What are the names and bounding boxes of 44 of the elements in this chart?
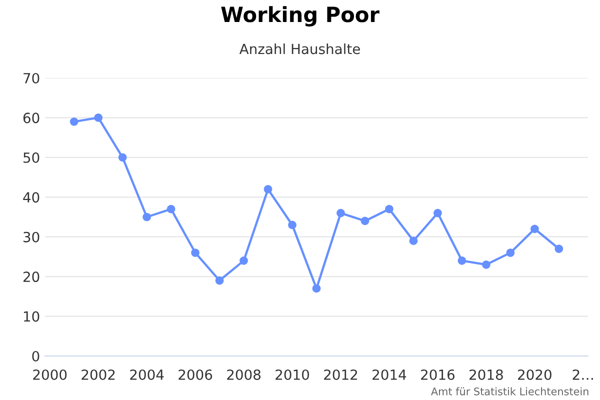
point [215,276,224,285]
x-tick-label: 2008 [227,369,260,380]
y-tick-label: 60 [23,112,40,124]
y-tick-label: 70 [24,72,40,84]
y-tick-label: 50 [24,152,40,163]
x-tick-label: 2002 [82,369,115,380]
point [70,118,78,126]
point [554,244,564,253]
point [482,260,490,269]
x-tick-label: 2004 [130,369,164,380]
text: Amt für Statistik Liechtenstein [431,387,588,396]
y-tick-label: 40 [23,192,40,203]
x-tick-label: 2010 [276,369,310,380]
y-tick-label: 0 [32,350,40,362]
point [94,114,102,122]
point [288,220,296,230]
chart-subtitle: Anzahl Haushalte [239,43,360,54]
x-tick-label: 2014 [372,369,406,380]
point [191,248,200,257]
point [385,204,394,214]
point [240,256,248,265]
point [458,256,466,265]
point [506,248,515,257]
x-tick-label: 2016 [421,369,455,380]
point [360,216,370,226]
x-tick-label: 2012 [324,369,358,380]
x-tick-label: 2… [572,369,593,380]
point [118,153,127,162]
point [142,212,151,222]
point [312,284,321,293]
x-tick-label: 2018 [470,369,503,380]
point [530,224,539,234]
point [166,204,176,214]
x-tick-label: 2020 [518,369,552,380]
y-tick-label: 30 [24,232,40,242]
y-tick-label: 20 [23,272,40,282]
x-tick-label: 2000 [33,369,67,380]
point [264,185,272,194]
point [409,236,418,245]
chart-title: Working Poor [221,6,380,26]
point [434,208,442,218]
y-tick-label: 10 [24,311,40,322]
x-tick-label: 2006 [178,369,212,380]
point [336,208,345,218]
